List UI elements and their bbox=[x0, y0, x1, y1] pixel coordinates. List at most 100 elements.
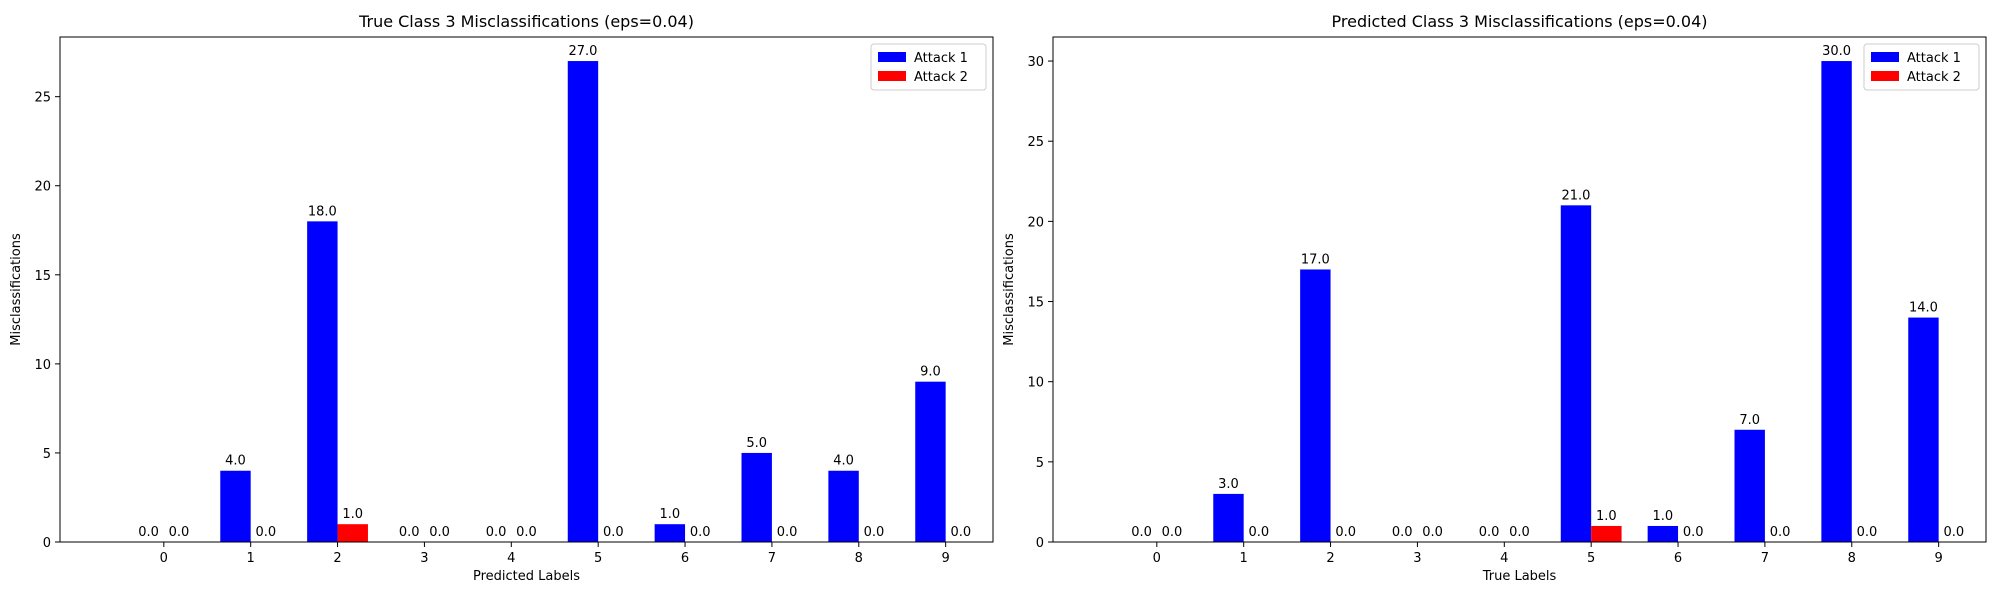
bar-value-label: 0.0 bbox=[1422, 525, 1443, 540]
y-tick-label: 10 bbox=[34, 358, 51, 373]
bar-value-label: 0.0 bbox=[138, 525, 159, 540]
legend-label-2: Attack 2 bbox=[1907, 70, 1961, 85]
x-tick-label: 2 bbox=[1326, 551, 1334, 566]
x-tick-label: 1 bbox=[1240, 551, 1248, 566]
bar-1-9 bbox=[915, 381, 946, 542]
bar-value-label: 0.0 bbox=[169, 525, 190, 540]
bar-value-label: 0.0 bbox=[399, 525, 420, 540]
bar-1-9 bbox=[1908, 317, 1939, 542]
legend-swatch-2 bbox=[1871, 71, 1899, 81]
bar-value-label: 0.0 bbox=[1683, 525, 1704, 540]
bar-value-label: 17.0 bbox=[1301, 252, 1330, 267]
bar-value-label: 3.0 bbox=[1218, 477, 1239, 492]
legend-swatch-2 bbox=[878, 71, 906, 81]
chart-panel-2: 0.03.017.00.0 0.021.01.07.030.014.00.0 0.0… bbox=[1002, 12, 1987, 584]
y-tick-label: 15 bbox=[1027, 296, 1044, 311]
chart-title: True Class 3 Misclassifications (eps=0.0… bbox=[358, 12, 694, 31]
plot-frame bbox=[59, 36, 994, 543]
bar-1-2 bbox=[307, 221, 338, 542]
x-tick-label: 5 bbox=[1587, 551, 1595, 566]
x-tick-label: 9 bbox=[1935, 551, 1943, 566]
legend-swatch-1 bbox=[878, 52, 906, 62]
bar-value-label: 1.0 bbox=[1596, 509, 1617, 524]
bar-value-label: 30.0 bbox=[1822, 44, 1851, 59]
x-tick-label: 2 bbox=[333, 551, 341, 566]
bar-value-label: 5.0 bbox=[746, 436, 767, 451]
x-tick-label: 4 bbox=[507, 551, 515, 566]
bar-value-label: 0.0 bbox=[1131, 525, 1152, 540]
y-axis-label: Misclassifications bbox=[1002, 233, 1017, 346]
x-tick-label: 6 bbox=[1674, 551, 1682, 566]
bar-value-label: 0.0 bbox=[1335, 525, 1356, 540]
bar-2-2 bbox=[337, 524, 368, 542]
chart-panel-1: 0.0 4.0 18.0 0.0 0.0 27.0 1.0 5.0 4.0 9.0 0.0 0.0 1.… bbox=[9, 12, 994, 584]
bar-1-2 bbox=[1300, 269, 1331, 542]
bar-value-label: 0.0 bbox=[486, 525, 507, 540]
bar-value-label: 0.0 bbox=[1249, 525, 1270, 540]
bar-value-label: 1.0 bbox=[342, 507, 363, 522]
legend-label-1: Attack 1 bbox=[1907, 51, 1961, 66]
legend-swatch-1 bbox=[1871, 52, 1899, 62]
x-tick-label: 4 bbox=[1500, 551, 1508, 566]
bar-value-label: 0.0 bbox=[1857, 525, 1878, 540]
x-tick-label: 3 bbox=[1413, 551, 1421, 566]
y-tick-label: 5 bbox=[43, 447, 51, 462]
x-axis-label: True Labels bbox=[1482, 569, 1557, 584]
bar-value-label: 0.0 bbox=[690, 525, 711, 540]
y-tick-label: 5 bbox=[1036, 456, 1044, 471]
bar-1-8 bbox=[1821, 61, 1852, 543]
y-tick-label: 20 bbox=[34, 180, 51, 195]
bar-value-label: 0.0 bbox=[1770, 525, 1791, 540]
bar-value-label: 14.0 bbox=[1909, 301, 1938, 316]
bar-value-label: 0.0 bbox=[516, 525, 537, 540]
x-axis-label: Predicted Labels bbox=[473, 569, 580, 584]
bar-1-7 bbox=[1734, 429, 1765, 542]
x-tick-label: 0 bbox=[1153, 551, 1161, 566]
y-tick-label: 15 bbox=[34, 269, 51, 284]
bar-value-label: 0.0 bbox=[429, 525, 450, 540]
bar-value-label: 1.0 bbox=[659, 507, 680, 522]
bar-value-label: 1.0 bbox=[1652, 509, 1673, 524]
bar-value-label: 7.0 bbox=[1739, 413, 1760, 428]
x-tick-label: 0 bbox=[160, 551, 168, 566]
bar-1-6 bbox=[654, 524, 686, 542]
bar-value-label: 0.0 bbox=[1392, 525, 1413, 540]
plot-frame bbox=[1052, 36, 1987, 543]
y-tick-label: 10 bbox=[1027, 376, 1044, 391]
bar-1-5 bbox=[1560, 205, 1592, 543]
bar-1-7 bbox=[741, 452, 772, 542]
bar-value-label: 0.0 bbox=[1944, 525, 1965, 540]
x-tick-label: 9 bbox=[942, 551, 950, 566]
chart-title: Predicted Class 3 Misclassifications (ep… bbox=[1332, 12, 1708, 31]
bar-value-label: 4.0 bbox=[833, 454, 854, 469]
bar-value-label: 0.0 bbox=[951, 525, 972, 540]
bar-value-label: 0.0 bbox=[256, 525, 277, 540]
y-tick-label: 0 bbox=[1036, 536, 1044, 551]
y-tick-label: 25 bbox=[34, 91, 51, 106]
bar-value-label: 0.0 bbox=[603, 525, 624, 540]
x-tick-label: 8 bbox=[855, 551, 863, 566]
y-axis-label: Misclassifications bbox=[9, 233, 24, 346]
bar-1-6 bbox=[1647, 525, 1679, 542]
legend-label-1: Attack 1 bbox=[914, 51, 968, 66]
x-tick-label: 5 bbox=[594, 551, 602, 566]
bar-1-1 bbox=[220, 470, 251, 542]
y-tick-label: 0 bbox=[43, 536, 51, 551]
x-tick-label: 7 bbox=[768, 551, 776, 566]
bar-value-label: 0.0 bbox=[1479, 525, 1500, 540]
bar-value-label: 4.0 bbox=[225, 454, 246, 469]
bar-value-label: 27.0 bbox=[568, 44, 597, 59]
y-tick-label: 25 bbox=[1027, 135, 1044, 150]
legend: Attack 1 Attack 2 bbox=[1863, 43, 1980, 91]
y-tick-label: 20 bbox=[1027, 215, 1044, 230]
y-tick-label: 30 bbox=[1027, 55, 1044, 70]
bar-1-5 bbox=[567, 61, 599, 543]
x-tick-label: 3 bbox=[420, 551, 428, 566]
bar-2-5 bbox=[1591, 525, 1622, 542]
bar-value-label: 0.0 bbox=[1509, 525, 1530, 540]
bar-value-label: 9.0 bbox=[920, 365, 941, 380]
bar-value-label: 21.0 bbox=[1561, 188, 1590, 203]
x-tick-label: 6 bbox=[681, 551, 689, 566]
legend: Attack 1 Attack 2 bbox=[870, 43, 987, 91]
